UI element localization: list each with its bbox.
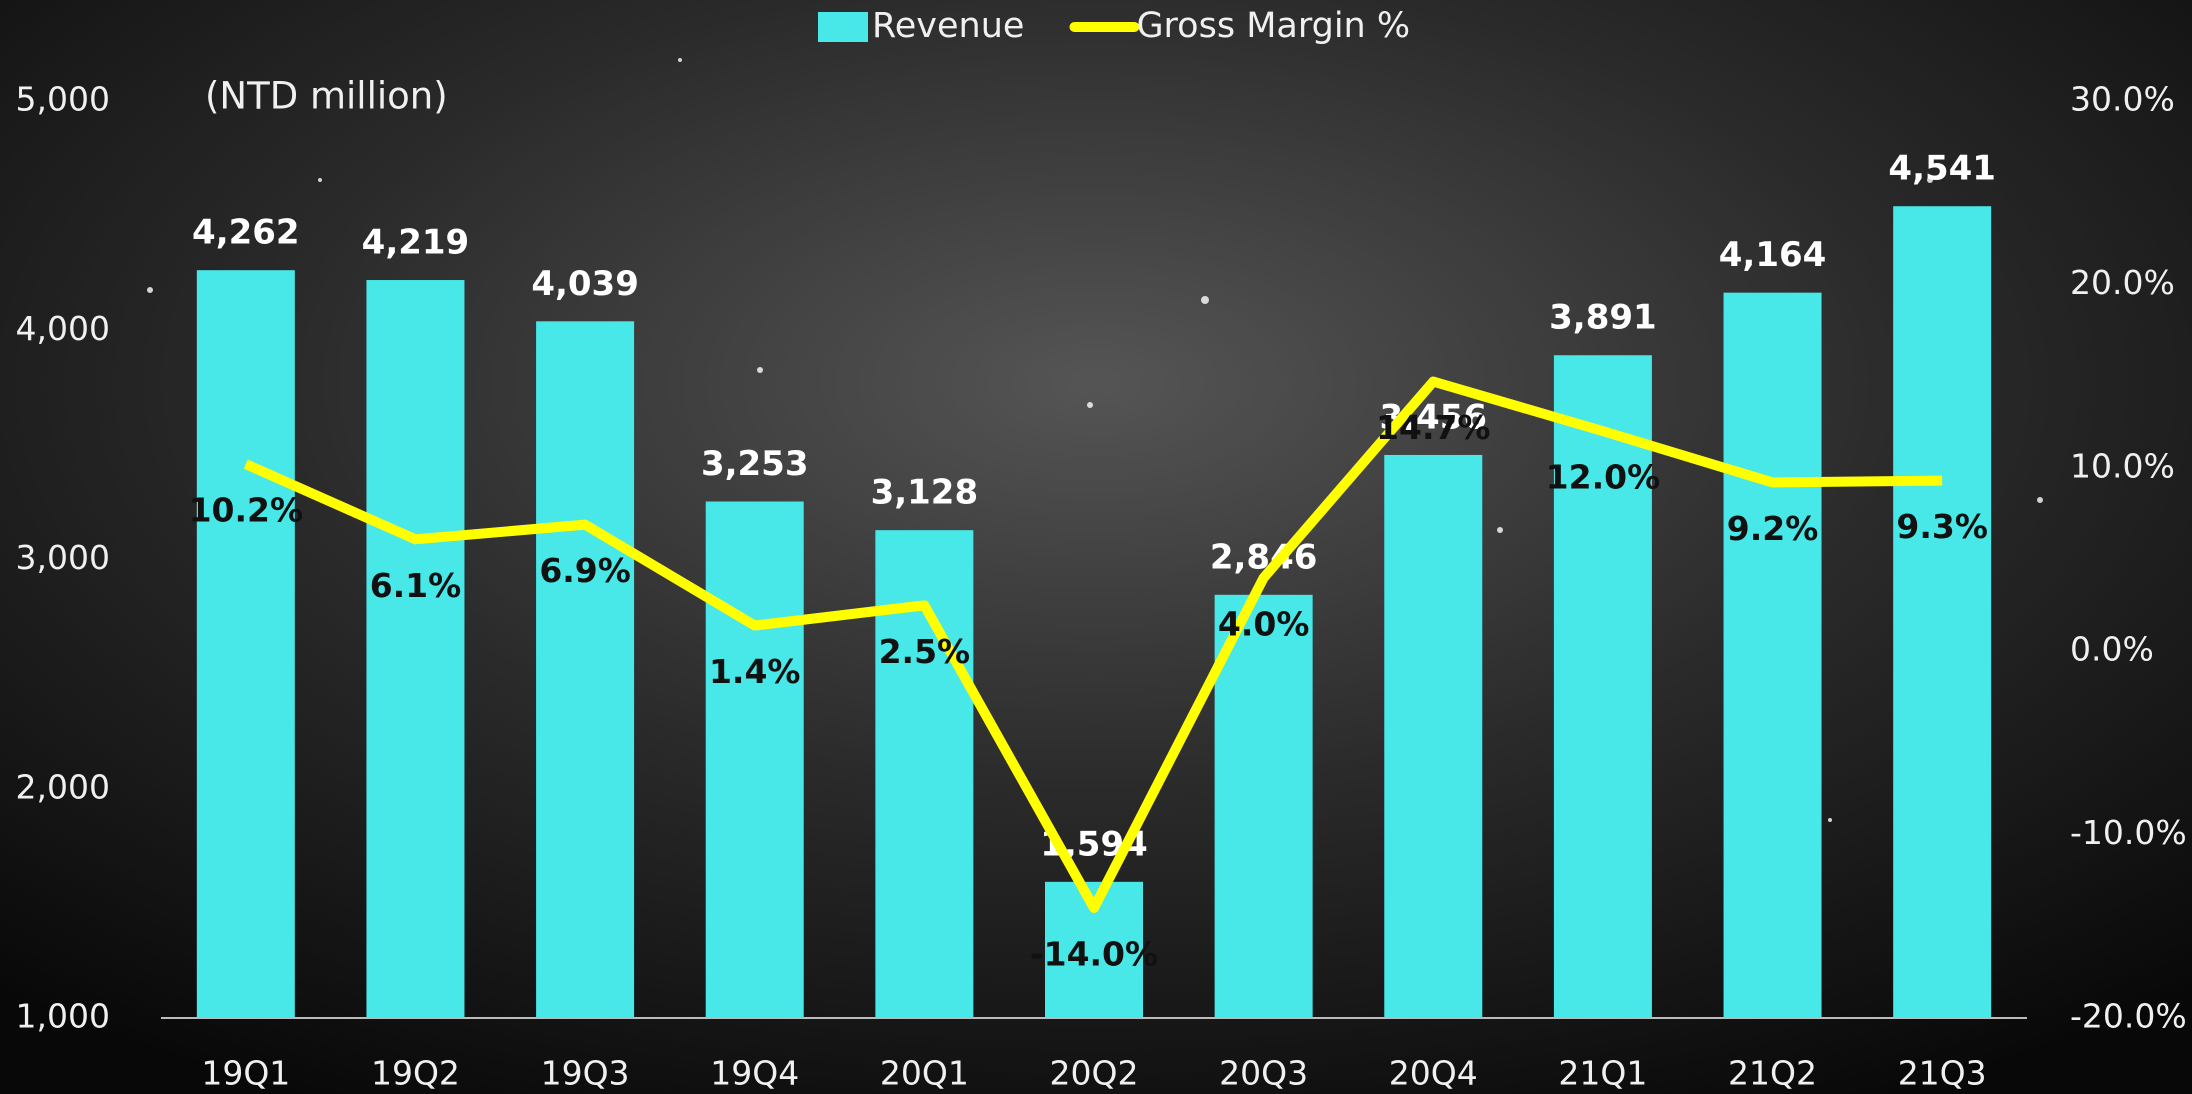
line-value-label: 12.0% (1546, 458, 1661, 497)
line-value-label: 6.9% (539, 551, 631, 590)
y-tick-label: 5,000 (16, 80, 110, 119)
bar (196, 270, 295, 1018)
bar-value-label: 4,164 (1719, 235, 1827, 275)
x-tick-label: 19Q3 (541, 1054, 630, 1093)
y2-tick-label: -10.0% (2070, 813, 2187, 852)
bar (1214, 594, 1313, 1018)
line (243, 376, 1943, 913)
bar-value-label: 3,891 (1549, 298, 1657, 338)
bar (1384, 454, 1483, 1018)
bar-value-label: 3,253 (701, 444, 809, 484)
stars (147, 58, 2043, 822)
line-value-label: 4.0% (1218, 604, 1310, 643)
x-tick-label: 19Q4 (710, 1054, 799, 1093)
legend-swatch (818, 12, 868, 42)
line-value-label: 2.5% (879, 632, 971, 671)
subtitle: (NTD million) (205, 75, 448, 118)
line-value-label: 6.1% (370, 566, 462, 605)
bar (366, 280, 465, 1018)
legend-label: Revenue (872, 6, 1024, 46)
line-value-label: 9.2% (1727, 509, 1819, 548)
x-tick-label: 21Q1 (1558, 1054, 1647, 1093)
legend-label: Gross Margin % (1136, 6, 1410, 46)
x-tick-label: 21Q3 (1898, 1054, 1987, 1093)
bar (705, 501, 804, 1018)
bar-value-label: 3,128 (871, 473, 979, 513)
line-value-label: 10.2% (189, 491, 304, 530)
y2-tick-label: 10.0% (2070, 446, 2175, 485)
y-tick-label: 4,000 (16, 309, 110, 348)
bar-value-label: 4,541 (1888, 149, 1996, 189)
line-value-label: -14.0% (1030, 934, 1158, 973)
bar (536, 321, 635, 1018)
x-tick-label: 21Q2 (1728, 1054, 1817, 1093)
line-value-label: 1.4% (709, 652, 801, 691)
bar (1893, 206, 1992, 1018)
bar-value-label: 4,219 (362, 223, 470, 263)
x-tick-label: 20Q2 (1050, 1054, 1139, 1093)
y2-tick-label: -20.0% (2070, 997, 2187, 1036)
line-value-label: 9.3% (1896, 507, 1988, 546)
y-tick-label: 3,000 (16, 538, 110, 577)
x-tick-label: 20Q1 (880, 1054, 969, 1093)
y-tick-label: 2,000 (16, 767, 110, 806)
y2-tick-label: 30.0% (2070, 80, 2175, 119)
x-tick-label: 19Q1 (201, 1054, 290, 1093)
y2-tick-label: 20.0% (2070, 263, 2175, 302)
line-value-label: 14.7% (1376, 408, 1491, 447)
bar (1723, 292, 1822, 1018)
x-tick-label: 20Q4 (1389, 1054, 1478, 1093)
bar (1553, 355, 1652, 1018)
bar-value-label: 4,262 (192, 213, 300, 253)
x-tick-label: 20Q3 (1219, 1054, 1308, 1093)
y-tick-label: 1,000 (16, 997, 110, 1036)
x-tick-label: 19Q2 (371, 1054, 460, 1093)
bar-value-label: 4,039 (531, 264, 639, 304)
y2-tick-label: 0.0% (2070, 630, 2154, 669)
